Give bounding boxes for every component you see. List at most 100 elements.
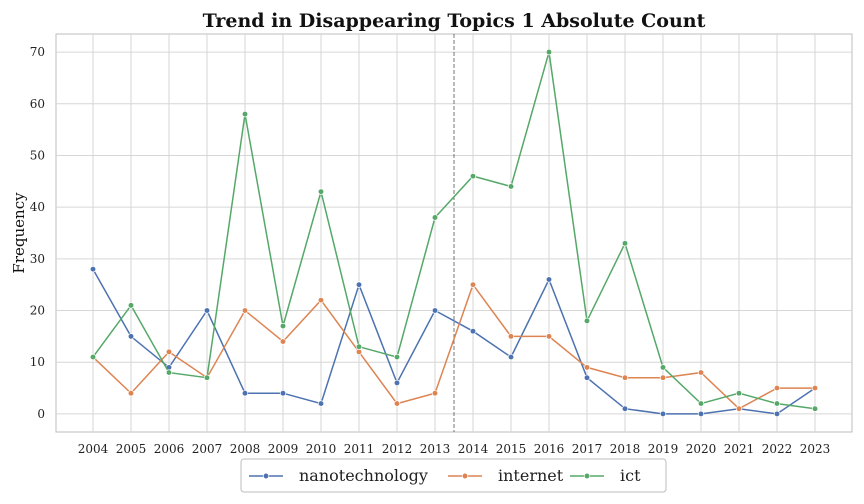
data-point-internet-2008 <box>241 307 249 314</box>
data-point-ict-2009 <box>279 322 287 330</box>
x-tick-label-2019: 2019 <box>648 442 679 456</box>
data-point-internet-2012 <box>393 400 401 407</box>
series-internet <box>89 281 819 412</box>
data-point-nanotechnology-2011 <box>355 281 363 288</box>
data-point-nanotechnology-2015 <box>507 353 515 361</box>
data-point-nanotechnology-2007 <box>203 307 211 314</box>
y-tick-label-30: 30 <box>30 252 45 266</box>
series-line-nanotechnology <box>92 268 816 415</box>
data-point-ict-2022 <box>773 400 781 407</box>
data-point-internet-2019 <box>659 374 667 381</box>
x-tick-label-2013: 2013 <box>420 442 451 456</box>
y-tick-label-50: 50 <box>30 148 45 162</box>
data-point-ict-2005 <box>127 302 135 309</box>
y-tick-label-40: 40 <box>30 200 45 214</box>
data-point-internet-2018 <box>621 374 629 381</box>
data-point-ict-2010 <box>317 188 325 195</box>
series-line-internet <box>92 283 815 410</box>
legend-label-internet: internet <box>498 466 564 485</box>
data-point-nanotechnology-2013 <box>431 307 439 314</box>
data-point-ict-2007 <box>203 374 211 381</box>
x-tick-label-2022: 2022 <box>762 442 793 456</box>
data-point-nanotechnology-2009 <box>279 390 287 397</box>
legend-label-ict: ict <box>620 466 641 485</box>
data-point-internet-2011 <box>355 348 363 356</box>
data-point-nanotechnology-2014 <box>469 328 477 335</box>
legend-label-nanotechnology: nanotechnology <box>299 466 428 485</box>
x-tick-label-2021: 2021 <box>724 442 755 456</box>
data-point-ict-2023 <box>811 405 819 412</box>
data-point-ict-2011 <box>355 343 363 350</box>
x-tick-label-2010: 2010 <box>306 442 337 456</box>
y-tick-label-0: 0 <box>37 407 45 421</box>
data-point-ict-2006 <box>165 369 173 376</box>
x-tick-label-2009: 2009 <box>268 442 299 456</box>
data-point-nanotechnology-2012 <box>393 379 401 387</box>
data-point-nanotechnology-2004 <box>89 266 97 273</box>
x-tick-label-2020: 2020 <box>686 442 717 456</box>
data-point-ict-2018 <box>621 240 629 247</box>
x-tick-label-2014: 2014 <box>458 442 489 456</box>
data-point-nanotechnology-2010 <box>317 400 325 407</box>
data-point-ict-2012 <box>393 353 401 361</box>
data-point-internet-2017 <box>583 364 591 371</box>
data-point-nanotechnology-2008 <box>241 390 249 397</box>
data-point-nanotechnology-2022 <box>773 410 781 418</box>
data-point-nanotechnology-2018 <box>621 405 629 412</box>
series-layer <box>89 48 819 418</box>
data-point-internet-2021 <box>735 405 743 412</box>
legend-marker-nanotechnology <box>262 472 270 480</box>
x-tick-label-2008: 2008 <box>230 442 261 456</box>
data-point-ict-2008 <box>241 110 249 118</box>
y-tick-label-10: 10 <box>30 355 45 369</box>
legend-marker-internet <box>461 472 469 480</box>
x-tick-label-2012: 2012 <box>382 442 413 456</box>
data-point-ict-2021 <box>735 390 743 397</box>
data-point-nanotechnology-2019 <box>659 410 667 418</box>
series-ict <box>89 48 819 412</box>
x-tick-label-2015: 2015 <box>496 442 527 456</box>
data-point-ict-2013 <box>431 214 439 221</box>
data-point-internet-2009 <box>279 338 287 345</box>
data-point-ict-2014 <box>469 172 477 180</box>
data-point-internet-2016 <box>545 333 553 340</box>
x-tick-label-2006: 2006 <box>154 442 185 456</box>
series-line-ict <box>92 51 816 410</box>
x-tick-label-2007: 2007 <box>192 442 223 456</box>
legend: nanotechnology internet ict <box>240 458 667 493</box>
data-point-internet-2006 <box>165 348 173 356</box>
y-tick-label-20: 20 <box>30 304 45 318</box>
data-point-internet-2010 <box>317 297 325 304</box>
data-point-ict-2020 <box>697 400 705 407</box>
tick-labels: 2004 2005 2006 2007 2008 2009 2010 2011 2012 2013… <box>30 45 831 456</box>
data-point-ict-2015 <box>507 183 515 190</box>
data-point-internet-2023 <box>811 384 819 392</box>
chart-title: Trend in Disappearing Topics 1 Absolute … <box>203 10 706 32</box>
data-point-internet-2013 <box>431 390 439 397</box>
x-tick-label-2017: 2017 <box>572 442 603 456</box>
data-point-ict-2016 <box>545 48 553 56</box>
y-axis-label: Frequency <box>10 192 28 274</box>
x-tick-label-2005: 2005 <box>116 442 147 456</box>
data-point-internet-2022 <box>773 384 781 392</box>
data-point-nanotechnology-2016 <box>545 276 553 283</box>
x-tick-label-2018: 2018 <box>610 442 641 456</box>
data-point-ict-2004 <box>89 353 97 361</box>
y-tick-label-70: 70 <box>30 45 45 59</box>
x-tick-label-2004: 2004 <box>78 442 109 456</box>
x-tick-label-2023: 2023 <box>800 442 831 456</box>
y-tick-label-60: 60 <box>30 97 45 111</box>
data-point-internet-2020 <box>697 369 705 376</box>
legend-marker-ict <box>583 472 591 480</box>
data-point-ict-2019 <box>659 364 667 371</box>
data-point-internet-2014 <box>469 281 477 288</box>
x-tick-label-2011: 2011 <box>344 442 375 456</box>
data-point-ict-2017 <box>583 317 591 325</box>
series-nanotechnology <box>89 266 819 418</box>
data-point-internet-2005 <box>127 390 135 397</box>
data-point-nanotechnology-2020 <box>697 410 705 418</box>
data-point-nanotechnology-2017 <box>583 374 591 381</box>
x-tick-label-2016: 2016 <box>534 442 565 456</box>
data-point-internet-2015 <box>507 333 515 340</box>
